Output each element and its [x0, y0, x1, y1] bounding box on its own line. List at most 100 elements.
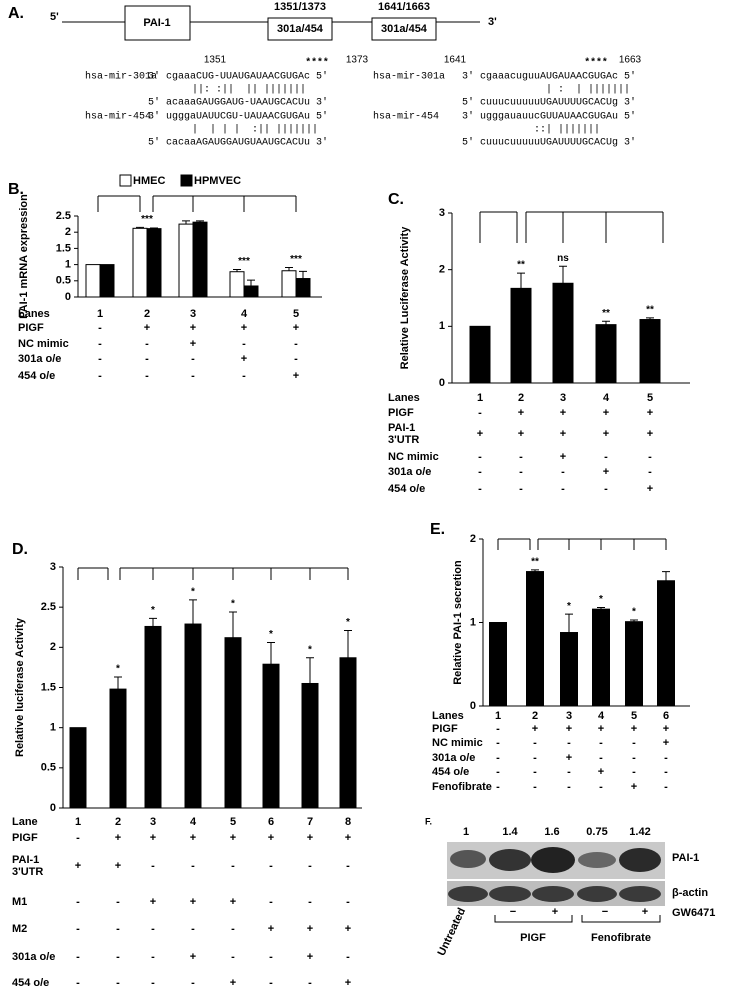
- panel-label: A.: [8, 5, 24, 22]
- row-cell: -: [151, 923, 155, 935]
- row-cell: +: [230, 896, 236, 908]
- bar: [301, 682, 319, 809]
- row-label: M1: [12, 896, 27, 908]
- y-tick-label: 2: [439, 264, 445, 276]
- row-cell: -: [242, 338, 246, 350]
- row-cell: -: [478, 483, 482, 495]
- y-axis-label: PAI-1 mRNA expression: [18, 194, 30, 319]
- row-cell: -: [151, 977, 155, 989]
- densitometry: 1.4: [502, 826, 518, 838]
- y-tick-label: 1.5: [56, 242, 71, 254]
- seed-stars: ****: [585, 57, 609, 68]
- row-cell: +: [518, 428, 524, 440]
- row-label: 454 o/e: [18, 370, 55, 382]
- mirna-name: hsa-mir-301a: [85, 71, 157, 83]
- row-cell: +: [663, 737, 669, 749]
- row-cell: -: [98, 353, 102, 365]
- y-tick-label: 3: [439, 207, 445, 219]
- densitometry: 0.75: [586, 826, 607, 838]
- row-cell: +: [647, 407, 653, 419]
- comparison-bracket: [497, 538, 531, 550]
- row-cell: +: [268, 832, 274, 844]
- error-bar: [646, 317, 654, 320]
- error-bar: [559, 265, 567, 284]
- row-cell: +: [560, 451, 566, 463]
- error-bar: [196, 220, 204, 223]
- row-cell: -: [519, 483, 523, 495]
- x-tick-label: 4: [598, 710, 605, 722]
- row-cell: +: [518, 407, 524, 419]
- significance: *: [308, 644, 312, 655]
- western-blot: F. 1 1.4 1.6 0.75 1.42 PAI-1 β-actin Unt…: [425, 816, 715, 957]
- significance: **: [517, 260, 525, 271]
- sequence: 5' cuuucuuuuuUGAUUUUGCACUg 3': [462, 137, 636, 149]
- row-cell: -: [346, 860, 350, 872]
- x-tick-label: 3: [150, 816, 156, 828]
- row-cell: -: [116, 951, 120, 963]
- sequence: 3' ugggaUAUUCGU-UAUAACGUGAu 5': [148, 111, 328, 123]
- row-label: NC mimic: [18, 338, 69, 350]
- error-bar: [306, 657, 314, 684]
- row-cell: -: [533, 781, 537, 793]
- gene-label: PAI-1: [143, 17, 170, 29]
- row-cell: +: [560, 428, 566, 440]
- band: [619, 886, 661, 902]
- row-cell: +: [190, 338, 196, 350]
- row-cell: -: [567, 737, 571, 749]
- row-label: M2: [12, 923, 27, 935]
- panel-label: F.: [425, 816, 432, 826]
- x-tick-label: 4: [241, 308, 248, 320]
- row-cell: -: [496, 737, 500, 749]
- row-cell: -: [231, 860, 235, 872]
- row-cell: +: [532, 723, 538, 735]
- bar: [109, 688, 127, 809]
- seed-stars: ****: [306, 57, 330, 68]
- site-position: 1351/1373: [274, 1, 326, 13]
- bar: [144, 625, 162, 809]
- bar: [69, 727, 87, 809]
- row-cell: +: [293, 322, 299, 334]
- row-cell: +: [631, 723, 637, 735]
- row-cell: -: [145, 338, 149, 350]
- category-label: Lanes: [18, 308, 50, 320]
- error-bar: [182, 220, 190, 225]
- band-label: β-actin: [672, 887, 708, 899]
- bar: [224, 637, 242, 809]
- significance: ***: [238, 256, 250, 267]
- row-cell: +: [566, 723, 572, 735]
- band: [450, 850, 486, 868]
- group-label: PIGF: [520, 932, 546, 944]
- row-cell: -: [145, 353, 149, 365]
- row-cell: +: [566, 752, 572, 764]
- panel-label: C.: [388, 191, 404, 208]
- x-tick-label: 1: [75, 816, 81, 828]
- row-cell: -: [191, 370, 195, 382]
- legend-label: HMEC: [133, 175, 165, 187]
- row-cell: -: [98, 338, 102, 350]
- x-tick-label: 3: [560, 392, 566, 404]
- row-cell: -: [116, 896, 120, 908]
- row-cell: +: [190, 896, 196, 908]
- site-box: [371, 17, 437, 41]
- legend-label: HPMVEC: [194, 175, 241, 187]
- site-end: 1663: [619, 55, 642, 66]
- densitometry: 1.42: [629, 826, 650, 838]
- x-tick-label: 5: [230, 816, 236, 828]
- error-bar: [229, 611, 237, 638]
- row-cell: +: [603, 407, 609, 419]
- treatment-sign: +: [642, 906, 648, 918]
- row-cell: +: [647, 428, 653, 440]
- row-cell: +: [631, 781, 637, 793]
- bar: [178, 223, 194, 298]
- treatment-sign: −: [602, 906, 608, 918]
- bar: [510, 287, 532, 384]
- error-bar: [299, 270, 307, 279]
- bar: [560, 632, 578, 707]
- band: [448, 886, 488, 902]
- row-cell: -: [519, 466, 523, 478]
- row-label: PIGF: [18, 322, 44, 334]
- error-bar: [285, 267, 293, 271]
- band: [531, 847, 575, 873]
- band: [489, 886, 531, 902]
- row-cell: -: [599, 752, 603, 764]
